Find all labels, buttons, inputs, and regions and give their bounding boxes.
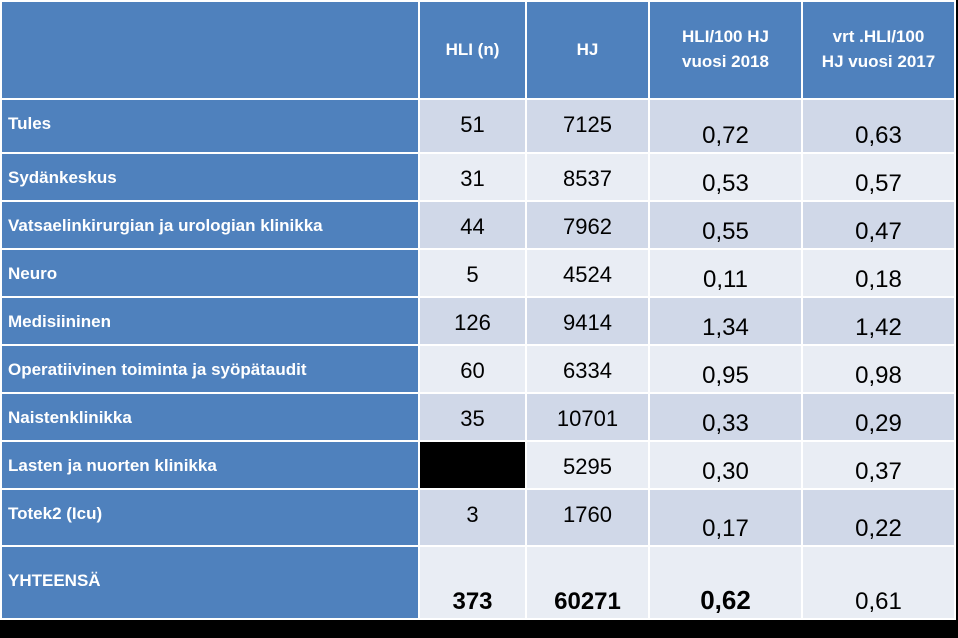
table-row: Neuro 5 4524 0,11 0,18 — [0, 248, 956, 298]
cell-hj: 7125 — [525, 98, 650, 154]
cell-rate-2018: 0,11 — [648, 248, 803, 298]
cell-hj: 8537 — [525, 152, 650, 202]
row-label: Operatiivinen toiminta ja syöpätaudit — [0, 344, 420, 394]
cell-rate-2017: 0,22 — [801, 488, 956, 547]
cell-rate-2017: 0,18 — [801, 248, 956, 298]
total-hli: 373 — [418, 545, 527, 620]
header-hli-count: HLI (n) — [418, 0, 527, 100]
row-label: Tules — [0, 98, 420, 154]
cell-hli: 31 — [418, 152, 527, 202]
cell-hli: 51 — [418, 98, 527, 154]
table-row: Operatiivinen toiminta ja syöpätaudit 60… — [0, 344, 956, 394]
header-blank-cell — [0, 0, 420, 100]
row-label: Vatsaelinkirurgian ja urologian klinikka — [0, 200, 420, 250]
cell-hj: 9414 — [525, 296, 650, 346]
total-row: YHTEENSÄ 373 60271 0,62 0,61 — [0, 545, 956, 620]
row-label: Neuro — [0, 248, 420, 298]
cell-hli: 44 — [418, 200, 527, 250]
table-row: Totek2 (Icu) 3 1760 0,17 0,22 — [0, 488, 956, 547]
cell-hli: 3 — [418, 488, 527, 547]
cell-hj: 4524 — [525, 248, 650, 298]
cell-hj: 7962 — [525, 200, 650, 250]
row-label: Naistenklinikka — [0, 392, 420, 442]
table-row: Naistenklinikka 35 10701 0,33 0,29 — [0, 392, 956, 442]
total-rate-2017: 0,61 — [801, 545, 956, 620]
header-rate-2017-line1: vrt .HLI/100 — [832, 27, 925, 47]
cell-rate-2017: 0,98 — [801, 344, 956, 394]
cell-hli: 35 — [418, 392, 527, 442]
cell-rate-2018: 0,30 — [648, 440, 803, 490]
statistics-table: HLI (n) HJ HLI/100 HJ vuosi 2018 vrt .HL… — [0, 0, 956, 620]
header-rate-2018-line1: HLI/100 HJ — [682, 27, 769, 47]
total-hj: 60271 — [525, 545, 650, 620]
total-label: YHTEENSÄ — [0, 545, 420, 620]
cell-rate-2017: 0,63 — [801, 98, 956, 154]
table-row: Medisiininen 126 9414 1,34 1,42 — [0, 296, 956, 346]
cell-hj: 10701 — [525, 392, 650, 442]
header-rate-2018: HLI/100 HJ vuosi 2018 — [648, 0, 803, 100]
cell-rate-2017: 0,37 — [801, 440, 956, 490]
cell-hj: 5295 — [525, 440, 650, 490]
cell-rate-2018: 0,95 — [648, 344, 803, 394]
header-rate-2017-line2: HJ vuosi 2017 — [821, 52, 936, 71]
row-label: Totek2 (Icu) — [0, 488, 420, 547]
table-row: Sydänkeskus 31 8537 0,53 0,57 — [0, 152, 956, 202]
cell-rate-2018: 0,33 — [648, 392, 803, 442]
table-row: Tules 51 7125 0,72 0,63 — [0, 98, 956, 154]
cell-hli: 126 — [418, 296, 527, 346]
cell-rate-2017: 0,29 — [801, 392, 956, 442]
cell-rate-2017: 0,57 — [801, 152, 956, 202]
cell-rate-2018: 0,17 — [648, 488, 803, 547]
header-rate-2017: vrt .HLI/100 HJ vuosi 2017 — [801, 0, 956, 100]
cell-rate-2017: 1,42 — [801, 296, 956, 346]
header-rate-2018-line2: vuosi 2018 — [682, 52, 769, 71]
row-label: Lasten ja nuorten klinikka — [0, 440, 420, 490]
cell-rate-2018: 0,72 — [648, 98, 803, 154]
cell-rate-2018: 0,55 — [648, 200, 803, 250]
cell-rate-2018: 0,53 — [648, 152, 803, 202]
total-rate-2018: 0,62 — [648, 545, 803, 620]
redacted-cell — [418, 440, 527, 490]
cell-hli: 60 — [418, 344, 527, 394]
table-row: Vatsaelinkirurgian ja urologian klinikka… — [0, 200, 956, 250]
header-hj: HJ — [525, 0, 650, 100]
cell-hj: 6334 — [525, 344, 650, 394]
table-row: Lasten ja nuorten klinikka 5295 0,30 0,3… — [0, 440, 956, 490]
cell-rate-2017: 0,47 — [801, 200, 956, 250]
cell-hj: 1760 — [525, 488, 650, 547]
header-row: HLI (n) HJ HLI/100 HJ vuosi 2018 vrt .HL… — [0, 0, 956, 100]
cell-rate-2018: 1,34 — [648, 296, 803, 346]
row-label: Medisiininen — [0, 296, 420, 346]
cell-hli: 5 — [418, 248, 527, 298]
row-label: Sydänkeskus — [0, 152, 420, 202]
